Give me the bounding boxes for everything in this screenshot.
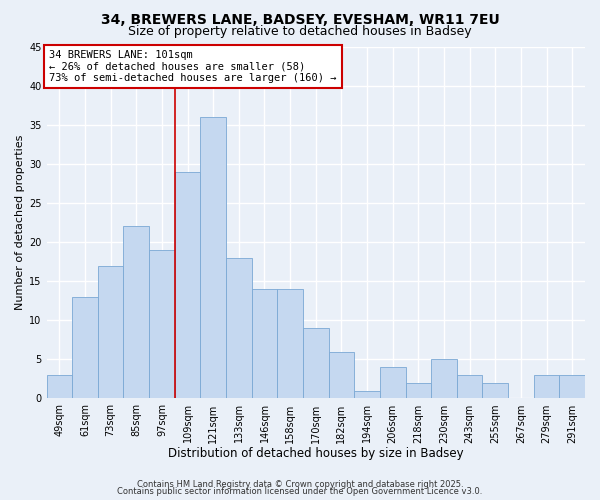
Text: 34 BREWERS LANE: 101sqm
← 26% of detached houses are smaller (58)
73% of semi-de: 34 BREWERS LANE: 101sqm ← 26% of detache… bbox=[49, 50, 337, 83]
Bar bbox=[72, 297, 98, 398]
Bar bbox=[354, 390, 380, 398]
Bar bbox=[431, 360, 457, 399]
Bar bbox=[303, 328, 329, 398]
Bar bbox=[559, 375, 585, 398]
Bar bbox=[251, 289, 277, 399]
Bar bbox=[98, 266, 124, 398]
Text: Contains public sector information licensed under the Open Government Licence v3: Contains public sector information licen… bbox=[118, 487, 482, 496]
Bar bbox=[534, 375, 559, 398]
Bar bbox=[175, 172, 200, 398]
Text: 34, BREWERS LANE, BADSEY, EVESHAM, WR11 7EU: 34, BREWERS LANE, BADSEY, EVESHAM, WR11 … bbox=[101, 12, 499, 26]
Bar bbox=[200, 117, 226, 398]
Bar bbox=[380, 367, 406, 398]
Bar bbox=[149, 250, 175, 398]
Bar bbox=[226, 258, 251, 398]
Bar bbox=[482, 383, 508, 398]
Bar bbox=[457, 375, 482, 398]
Bar bbox=[329, 352, 354, 399]
Bar bbox=[277, 289, 303, 399]
Bar bbox=[47, 375, 72, 398]
Y-axis label: Number of detached properties: Number of detached properties bbox=[15, 135, 25, 310]
X-axis label: Distribution of detached houses by size in Badsey: Distribution of detached houses by size … bbox=[168, 447, 464, 460]
Bar bbox=[406, 383, 431, 398]
Text: Size of property relative to detached houses in Badsey: Size of property relative to detached ho… bbox=[128, 25, 472, 38]
Text: Contains HM Land Registry data © Crown copyright and database right 2025.: Contains HM Land Registry data © Crown c… bbox=[137, 480, 463, 489]
Bar bbox=[124, 226, 149, 398]
